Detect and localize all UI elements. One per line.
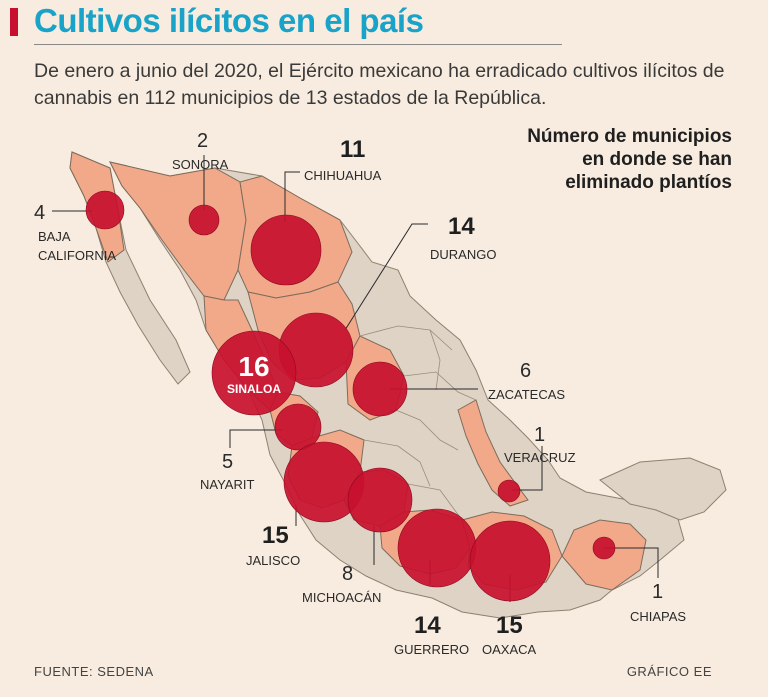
label-chihuahua: CHIHUAHUA	[304, 168, 382, 183]
bubble-chihuahua	[250, 214, 322, 286]
credit-note: GRÁFICO EE	[626, 664, 712, 679]
value-veracruz: 1	[534, 424, 545, 446]
value-oaxaca: 15	[496, 612, 523, 639]
label-baja-california-1: BAJA	[38, 229, 71, 244]
bubble-nayarit	[274, 403, 322, 451]
value-guerrero: 14	[414, 612, 441, 639]
value-nayarit: 5	[222, 451, 233, 473]
value-michoacan: 8	[342, 563, 353, 585]
value-chihuahua: 11	[340, 136, 365, 163]
value-chiapas: 1	[652, 581, 663, 603]
value-zacatecas: 6	[520, 360, 531, 382]
title-accent-bar	[10, 8, 18, 36]
label-sonora: SONORA	[172, 157, 229, 172]
source-note: FUENTE: SEDENA	[34, 664, 154, 679]
bubble-chiapas	[592, 536, 616, 560]
label-nayarit: NAYARIT	[200, 477, 254, 492]
page-title: Cultivos ilícitos en el país	[34, 2, 424, 39]
bubble-oaxaca	[469, 520, 551, 602]
yucatan	[599, 457, 727, 521]
subtitle: De enero a junio del 2020, el Ejército m…	[34, 60, 725, 109]
title-divider	[34, 44, 562, 45]
label-baja-california: CALIFORNIA	[38, 248, 116, 263]
label-guerrero: GUERRERO	[394, 642, 469, 657]
bubble-baja-california	[85, 190, 125, 230]
map-labels: 4 BAJA CALIFORNIA 2 SONORA 11 CHIHUAHUA …	[34, 130, 686, 657]
label-michoacan: MICHOACÁN	[302, 590, 381, 605]
bubbles	[85, 190, 616, 602]
state-veracruz	[457, 399, 529, 507]
label-sinaloa: SINALOA	[227, 382, 281, 396]
bubble-guerrero	[397, 508, 477, 588]
bubble-veracruz	[497, 479, 521, 503]
value-sinaloa: 16	[238, 351, 269, 382]
label-chiapas: CHIAPAS	[630, 609, 686, 624]
bubble-sonora	[188, 204, 220, 236]
bubble-zacatecas	[352, 361, 408, 417]
label-oaxaca: OAXACA	[482, 642, 537, 657]
value-sonora: 2	[197, 130, 208, 152]
label-jalisco: JALISCO	[246, 553, 300, 568]
state-borders	[339, 219, 477, 521]
label-veracruz: VERACRUZ	[504, 450, 576, 465]
value-baja-california: 4	[34, 202, 45, 224]
bubble-michoacan	[347, 467, 413, 533]
bubble-sinaloa	[211, 330, 297, 416]
legend-title: Número de municipios en donde se han eli…	[527, 126, 732, 193]
label-zacatecas: ZACATECAS	[488, 387, 565, 402]
value-durango: 14	[448, 213, 475, 240]
value-jalisco: 15	[262, 522, 289, 549]
label-durango: DURANGO	[430, 247, 496, 262]
